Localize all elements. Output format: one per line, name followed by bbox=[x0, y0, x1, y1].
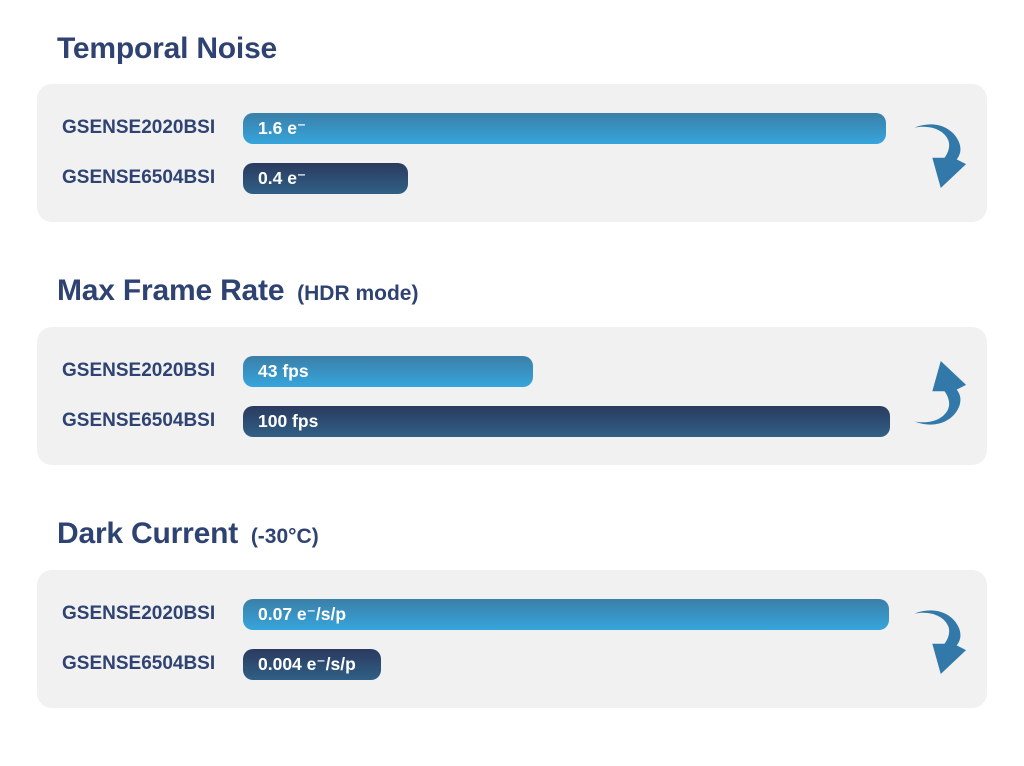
row-label: GSENSE2020BSI bbox=[62, 360, 216, 381]
value-bar: 1.6 e⁻ bbox=[243, 112, 886, 144]
section-title: Dark Current (-30°C) bbox=[57, 515, 987, 556]
section-title-text: Max Frame Rate bbox=[57, 274, 285, 307]
row-label: GSENSE6504BSI bbox=[62, 653, 216, 674]
section-title-text: Dark Current bbox=[57, 517, 238, 550]
section-panel: GSENSE2020BSI 43 fps GSENSE6504BSI 100 f… bbox=[37, 327, 987, 465]
chart-section: Max Frame Rate (HDR mode) GSENSE2020BSI … bbox=[37, 272, 987, 465]
value-bar: 0.004 e⁻/s/p bbox=[243, 648, 381, 680]
bar-value-label: 0.4 e⁻ bbox=[258, 167, 307, 188]
trend-up-icon bbox=[914, 361, 967, 425]
bar-row: GSENSE2020BSI 1.6 e⁻ bbox=[62, 112, 987, 144]
bar-value-label: 100 fps bbox=[258, 410, 319, 431]
row-label: GSENSE2020BSI bbox=[62, 603, 216, 624]
trend-down-icon bbox=[914, 124, 967, 188]
bar-row: GSENSE6504BSI 0.4 e⁻ bbox=[62, 162, 987, 194]
sensor-comparison-infographic: Temporal Noise GSENSE2020BSI 1.6 e⁻ GSEN… bbox=[0, 30, 1024, 766]
row-label: GSENSE2020BSI bbox=[62, 117, 216, 138]
bar-value-label: 1.6 e⁻ bbox=[258, 117, 307, 138]
chart-section: Dark Current (-30°C) GSENSE2020BSI 0.07 … bbox=[37, 515, 987, 708]
bar-value-label: 43 fps bbox=[258, 360, 309, 381]
bar-row: GSENSE6504BSI 100 fps bbox=[62, 405, 987, 437]
section-panel: GSENSE2020BSI 0.07 e⁻/s/p GSENSE6504BSI … bbox=[37, 570, 987, 708]
section-title-text: Temporal Noise bbox=[57, 32, 278, 65]
bar-row: GSENSE2020BSI 43 fps bbox=[62, 355, 987, 387]
section-panel: GSENSE2020BSI 1.6 e⁻ GSENSE6504BSI 0.4 e… bbox=[37, 84, 987, 222]
section-title: Max Frame Rate (HDR mode) bbox=[57, 272, 987, 313]
value-bar: 43 fps bbox=[243, 355, 533, 387]
section-subtitle: (HDR mode) bbox=[291, 282, 419, 305]
section-title: Temporal Noise bbox=[57, 30, 987, 68]
trend-down-icon bbox=[914, 610, 967, 674]
row-label: GSENSE6504BSI bbox=[62, 167, 216, 188]
bar-row: GSENSE2020BSI 0.07 e⁻/s/p bbox=[62, 598, 987, 630]
value-bar: 100 fps bbox=[243, 405, 890, 437]
value-bar: 0.4 e⁻ bbox=[243, 162, 408, 194]
value-bar: 0.07 e⁻/s/p bbox=[243, 598, 889, 630]
row-label: GSENSE6504BSI bbox=[62, 410, 216, 431]
bar-value-label: 0.004 e⁻/s/p bbox=[258, 653, 356, 674]
section-subtitle: (-30°C) bbox=[244, 525, 319, 548]
bar-row: GSENSE6504BSI 0.004 e⁻/s/p bbox=[62, 648, 987, 680]
bar-value-label: 0.07 e⁻/s/p bbox=[258, 603, 347, 624]
chart-section: Temporal Noise GSENSE2020BSI 1.6 e⁻ GSEN… bbox=[37, 30, 987, 222]
